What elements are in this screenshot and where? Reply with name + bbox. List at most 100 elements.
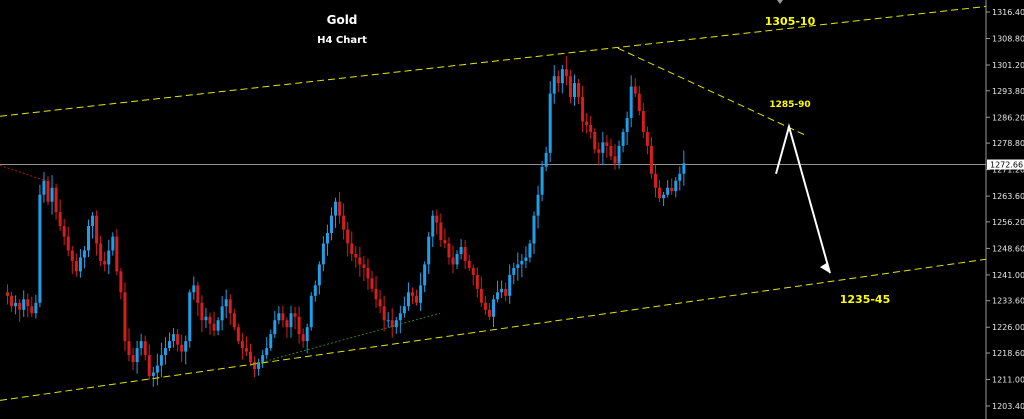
- candle-body: [87, 226, 90, 251]
- candle-body: [265, 348, 269, 356]
- candle-body: [289, 313, 293, 328]
- lower-channel-line: [0, 258, 987, 401]
- candle-body: [427, 236, 431, 265]
- price-line-layer: [0, 164, 986, 182]
- drawings: [0, 0, 987, 401]
- candle-body: [524, 257, 528, 261]
- candle-body: [645, 131, 649, 146]
- candle-body: [475, 274, 479, 289]
- candle-body: [662, 194, 666, 199]
- candle-body: [577, 83, 581, 98]
- candle-body: [42, 180, 46, 195]
- candle-body: [172, 334, 176, 342]
- candle-body: [285, 320, 289, 328]
- candle-body: [50, 187, 54, 202]
- candle-body: [641, 111, 645, 132]
- candle-body: [66, 236, 70, 251]
- candle-body: [147, 355, 151, 377]
- candle-body: [297, 316, 301, 335]
- candle-body: [309, 295, 313, 328]
- candle-body: [228, 299, 232, 314]
- price-tick-label: 1308.80: [992, 34, 1024, 43]
- price-tick-label: 1241.00: [992, 271, 1024, 280]
- candle-body: [14, 302, 18, 307]
- annotation-1285-90: 1285-90: [769, 100, 810, 110]
- candle-body: [548, 93, 552, 153]
- candle-body: [520, 260, 524, 265]
- candle-body: [180, 344, 184, 352]
- candle-body: [670, 187, 674, 192]
- candle-body: [139, 341, 143, 349]
- candle-body: [613, 156, 617, 164]
- candle-body: [496, 292, 500, 300]
- resistance-line: [617, 47, 807, 136]
- candle-body: [188, 292, 192, 342]
- candle-body: [216, 320, 220, 331]
- candle-body: [358, 257, 362, 265]
- candle-body: [560, 69, 564, 84]
- candle-body: [354, 253, 358, 258]
- candle-body: [516, 264, 520, 268]
- price-tick-label: 1278.80: [992, 139, 1024, 148]
- candle-body: [26, 299, 30, 307]
- candle-body: [58, 212, 62, 227]
- price-tick-label: 1316.40: [992, 8, 1024, 17]
- candle-body: [232, 313, 236, 328]
- candle-body: [649, 145, 653, 174]
- candle-body: [131, 355, 135, 363]
- candle-body: [62, 226, 66, 237]
- candle-body: [528, 243, 532, 258]
- candle-body: [504, 288, 508, 296]
- candle-body: [621, 131, 625, 146]
- candle-body: [107, 250, 111, 265]
- candle-body: [467, 260, 471, 268]
- chart-title: Gold: [327, 13, 358, 27]
- support-trend-line: [249, 312, 441, 366]
- labels: Gold H4 Chart 1305-10 1285-90 1235-45: [317, 13, 890, 306]
- candle-body: [305, 327, 309, 342]
- candle-body: [601, 142, 605, 153]
- candle-body: [370, 278, 374, 289]
- candle-body: [338, 201, 342, 216]
- candle-body: [22, 299, 26, 310]
- candle-body: [411, 292, 414, 296]
- candle-body: [500, 288, 504, 293]
- candle-body: [38, 194, 42, 303]
- candle-body: [30, 306, 34, 314]
- candle-body: [374, 288, 378, 300]
- candle-body: [18, 302, 22, 310]
- price-tick-label: 1301.20: [992, 61, 1024, 70]
- candle-body: [78, 257, 82, 272]
- candle-body: [435, 215, 439, 223]
- price-axis: 1316.40 1308.80 1301.20 1293.80 1286.20 1278.…: [985, 0, 1024, 419]
- price-tick-label: 1248.60: [992, 244, 1024, 253]
- candle-body: [398, 313, 402, 321]
- shift-marker-icon[interactable]: [777, 0, 783, 4]
- prior-trend-line: [0, 165, 47, 182]
- candle-body: [386, 320, 390, 322]
- candle-body: [115, 236, 119, 272]
- upper-channel-line: [0, 5, 987, 117]
- price-tick-label: 1211.00: [992, 376, 1024, 385]
- candle-body: [564, 69, 568, 77]
- candle-body: [95, 215, 99, 244]
- candle-body: [658, 187, 662, 199]
- candle-body: [629, 86, 633, 118]
- price-tick-label: 1286.20: [992, 113, 1024, 122]
- candle-body: [119, 271, 123, 293]
- candles: [6, 56, 686, 387]
- candle-body: [240, 341, 244, 349]
- candle-body: [204, 316, 208, 321]
- candle-body: [334, 201, 338, 216]
- candle-body: [91, 215, 95, 227]
- candle-body: [378, 299, 382, 307]
- candle-body: [508, 274, 512, 296]
- candle-body: [674, 180, 678, 192]
- candle-body: [625, 117, 629, 132]
- candle-body: [269, 334, 273, 349]
- candle-body: [459, 247, 463, 254]
- candle-body: [155, 365, 159, 373]
- candle-body: [471, 267, 475, 275]
- candle-body: [390, 320, 394, 328]
